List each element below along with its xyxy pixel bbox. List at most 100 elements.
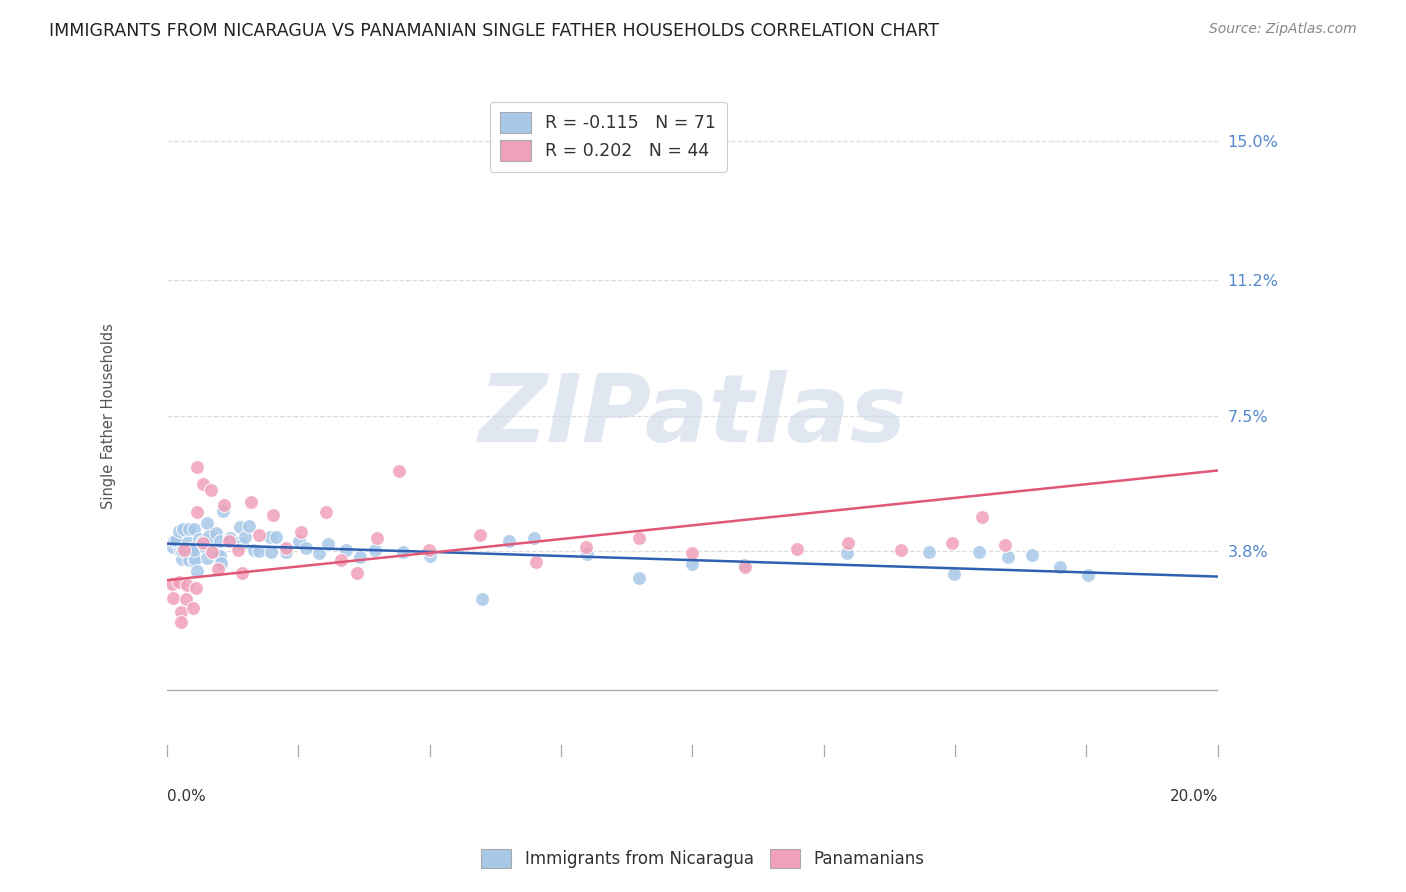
Point (218, 534, 240, 549)
Point (205, 526, 228, 541)
Point (208, 533, 231, 548)
Point (972, 509, 994, 524)
Point (918, 545, 941, 559)
Point (392, 544, 415, 558)
Text: 20.0%: 20.0% (1170, 789, 1218, 804)
Point (177, 534, 200, 549)
Point (243, 543, 266, 558)
Point (183, 543, 205, 558)
Point (195, 516, 218, 530)
Point (733, 558, 755, 573)
Point (179, 553, 201, 567)
Point (186, 504, 208, 518)
Point (238, 518, 260, 533)
Point (173, 543, 195, 558)
Point (205, 546, 228, 560)
Text: Single Father Households: Single Father Households (101, 323, 117, 508)
Point (498, 534, 520, 549)
Point (167, 574, 190, 589)
Point (734, 560, 756, 574)
Point (941, 536, 963, 550)
Point (288, 534, 311, 549)
Point (627, 571, 650, 585)
Point (165, 533, 187, 547)
Point (184, 552, 207, 566)
Point (167, 524, 190, 538)
Point (524, 555, 547, 569)
Point (274, 544, 297, 558)
Point (172, 541, 194, 555)
Point (681, 546, 703, 560)
Point (181, 600, 204, 615)
Point (943, 567, 966, 582)
Point (364, 542, 387, 557)
Point (997, 549, 1019, 564)
Point (177, 522, 200, 536)
Point (200, 483, 222, 497)
Point (172, 552, 194, 566)
Point (233, 530, 256, 544)
Point (994, 537, 1017, 551)
Text: Source: ZipAtlas.com: Source: ZipAtlas.com (1209, 22, 1357, 37)
Point (247, 544, 270, 558)
Point (197, 529, 219, 543)
Point (249, 528, 271, 542)
Point (349, 550, 371, 565)
Point (231, 537, 253, 551)
Point (470, 528, 492, 542)
Point (366, 531, 388, 545)
Point (191, 476, 214, 491)
Point (172, 522, 194, 536)
Point (627, 531, 650, 545)
Point (177, 553, 200, 567)
Point (786, 542, 808, 557)
Point (308, 546, 330, 560)
Point (211, 556, 233, 570)
Point (226, 542, 249, 557)
Point (181, 541, 204, 555)
Point (194, 541, 217, 555)
Point (266, 529, 288, 543)
Point (170, 546, 193, 560)
Point (315, 504, 337, 518)
Point (170, 605, 193, 619)
Point (967, 545, 990, 559)
Point (575, 547, 598, 561)
Point (186, 460, 208, 475)
Point (188, 533, 211, 547)
Point (523, 532, 546, 546)
Text: 0.0%: 0.0% (167, 789, 205, 804)
Point (198, 533, 221, 548)
Point (163, 536, 186, 550)
Point (212, 504, 235, 518)
Point (837, 546, 859, 560)
Point (335, 542, 357, 557)
Point (184, 581, 207, 595)
Point (575, 540, 598, 554)
Point (212, 498, 235, 512)
Point (162, 577, 184, 591)
Point (471, 592, 494, 607)
Point (174, 591, 197, 606)
Legend: R = -0.115   N = 71, R = 0.202   N = 44: R = -0.115 N = 71, R = 0.202 N = 44 (489, 102, 727, 172)
Point (1049, 560, 1071, 574)
Point (419, 549, 441, 564)
Point (316, 537, 339, 551)
Point (186, 564, 208, 578)
Point (346, 566, 368, 580)
Point (218, 533, 240, 548)
Point (170, 615, 193, 629)
Point (201, 545, 224, 559)
Point (183, 554, 205, 568)
Point (240, 495, 263, 509)
Point (260, 544, 283, 558)
Legend: Immigrants from Nicaragua, Panamanians: Immigrants from Nicaragua, Panamanians (475, 842, 931, 875)
Point (195, 551, 218, 566)
Point (169, 542, 191, 557)
Point (162, 533, 184, 548)
Point (295, 541, 318, 555)
Point (208, 549, 231, 563)
Point (162, 540, 184, 554)
Point (176, 577, 198, 591)
Point (259, 530, 281, 544)
